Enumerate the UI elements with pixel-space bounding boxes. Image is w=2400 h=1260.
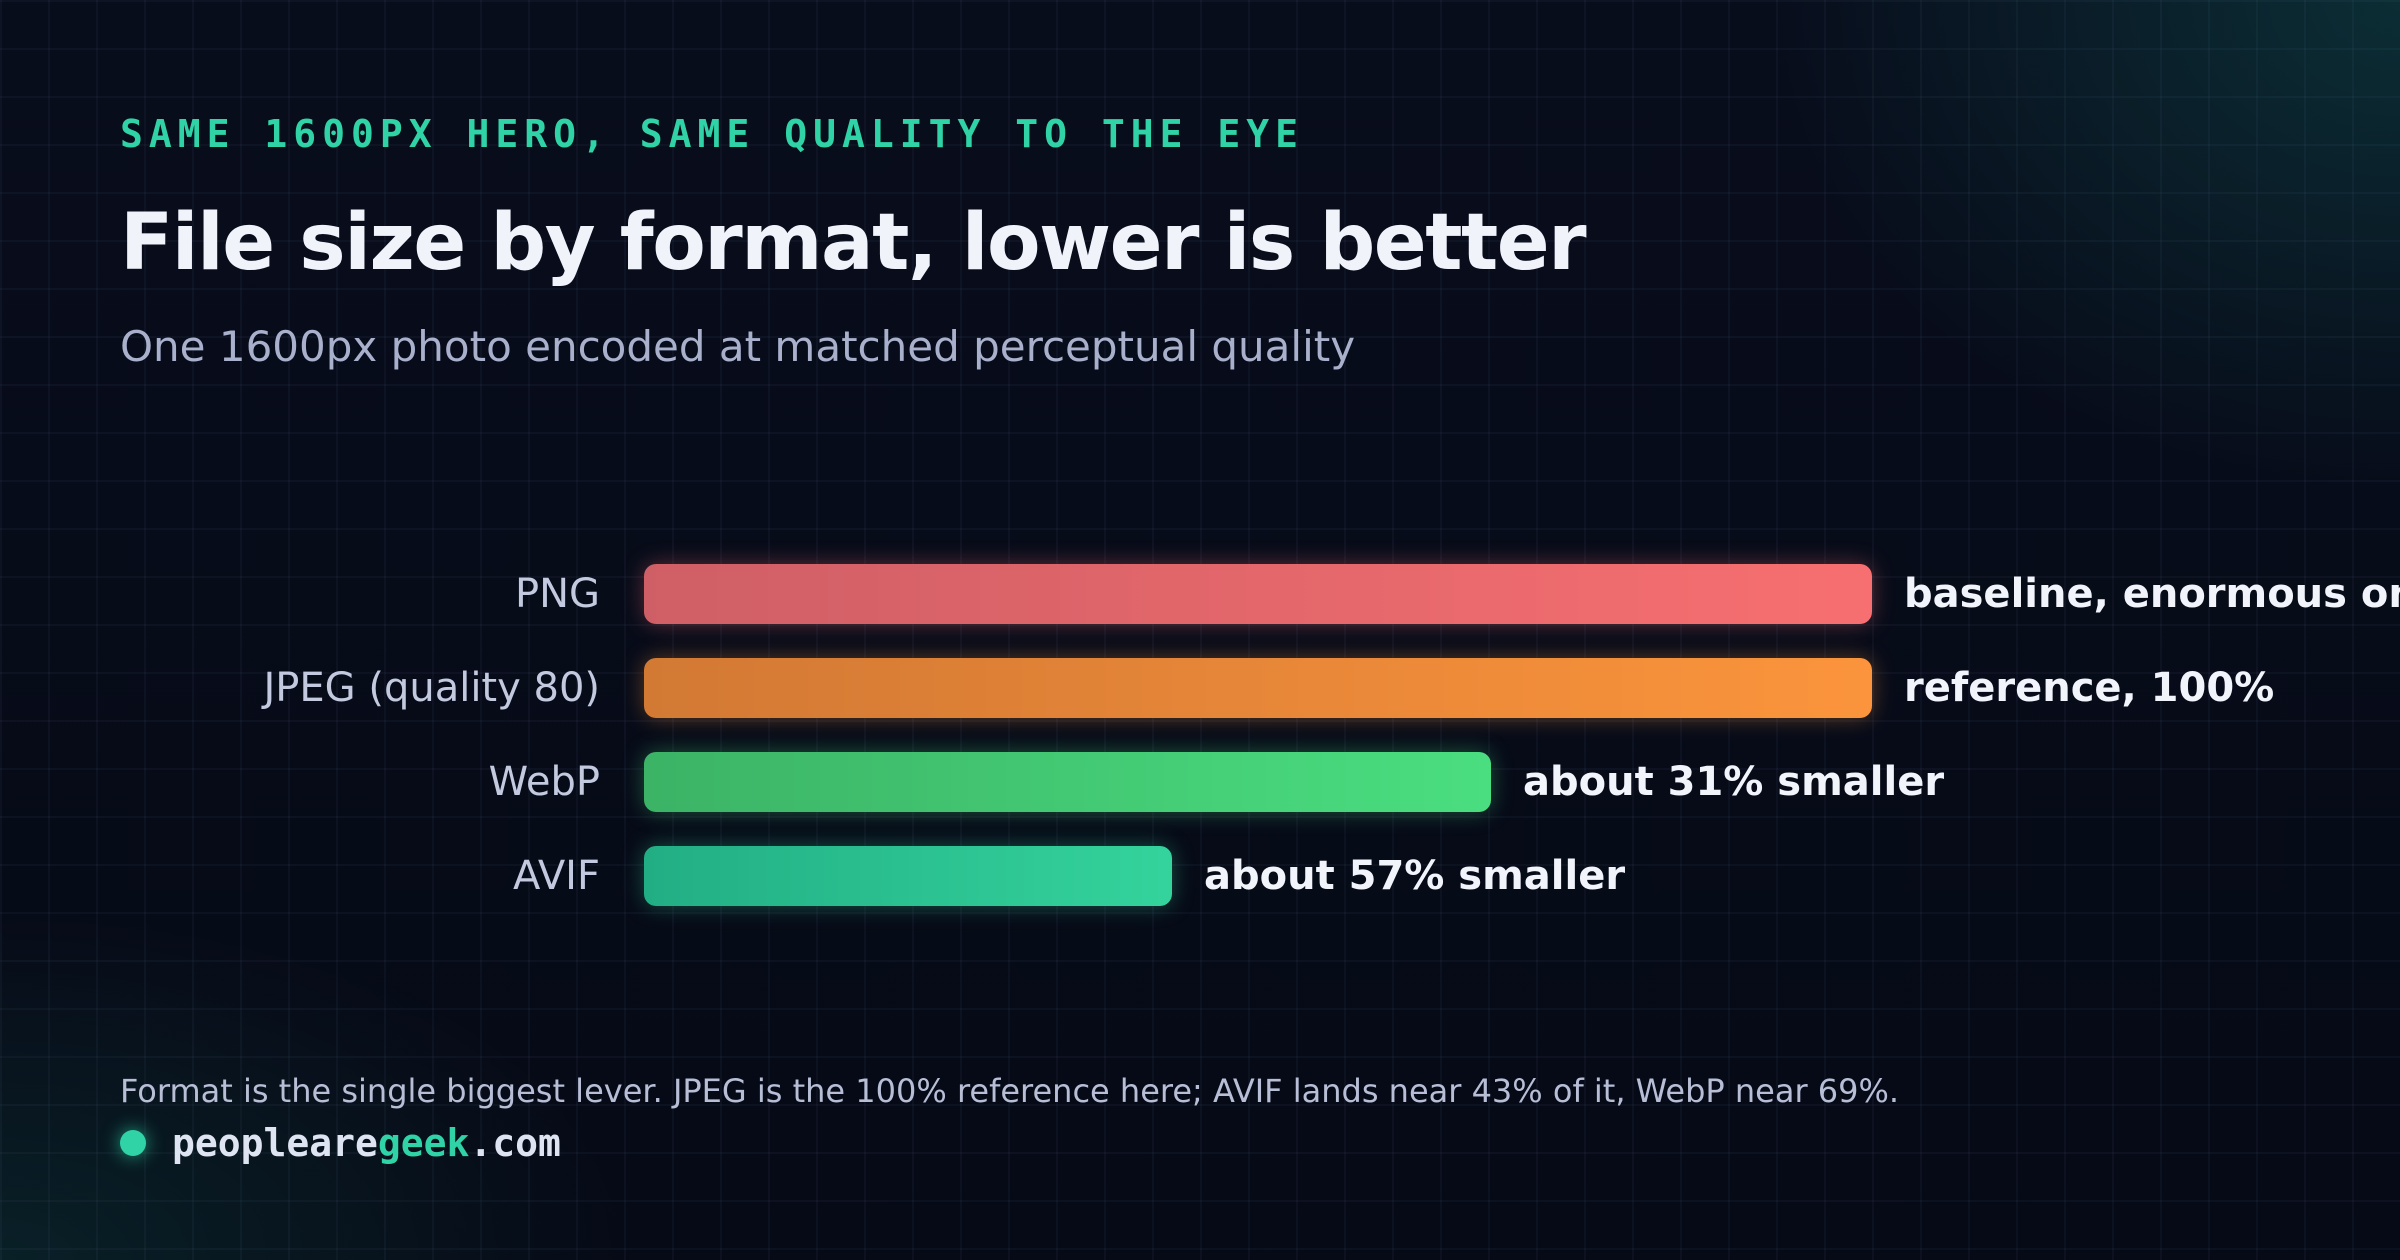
category-label: JPEG (quality 80) xyxy=(263,665,600,711)
value-label: about 31% smaller xyxy=(1523,759,1945,805)
chart-title: File size by format, lower is better xyxy=(120,198,1587,288)
value-label: about 57% smaller xyxy=(1204,853,1626,899)
brand-suffix: .com xyxy=(469,1121,561,1165)
brand: peoplearegeek.com xyxy=(120,1118,561,1168)
footnote: Format is the single biggest lever. JPEG… xyxy=(120,1072,1900,1110)
bar xyxy=(644,658,1872,718)
category-label: AVIF xyxy=(513,853,600,899)
eyebrow-label: SAME 1600PX HERO, SAME QUALITY TO THE EY… xyxy=(120,112,1304,156)
bar xyxy=(644,564,1872,624)
bar xyxy=(644,846,1172,906)
value-label: reference, 100% xyxy=(1904,665,2275,711)
bar xyxy=(644,752,1491,812)
chart-subtitle: One 1600px photo encoded at matched perc… xyxy=(120,322,1356,371)
brand-dot-icon xyxy=(120,1130,146,1156)
value-label: baseline, enormous on p xyxy=(1904,571,2400,617)
brand-name: peoplearegeek.com xyxy=(172,1121,561,1165)
category-label: PNG xyxy=(514,571,600,617)
brand-accent: geek xyxy=(377,1121,470,1165)
brand-prefix: peopleare xyxy=(172,1121,378,1165)
category-label: WebP xyxy=(488,759,600,805)
